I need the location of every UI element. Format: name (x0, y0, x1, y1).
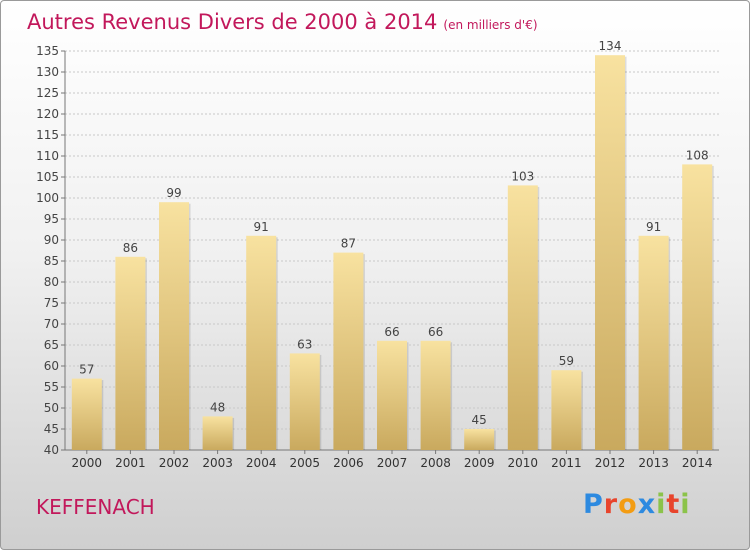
bar (507, 185, 538, 450)
y-tick-label: 80 (44, 275, 59, 289)
chart-title: Autres Revenus Divers de 2000 à 2014 (en … (27, 10, 538, 34)
commune-name: KEFFENACH (36, 495, 155, 519)
bar (246, 235, 277, 450)
data-label: 87 (341, 237, 356, 251)
bar (595, 55, 625, 450)
x-tick-label: 2003 (202, 456, 233, 470)
x-tick-label: 2000 (72, 456, 103, 470)
bar (420, 340, 451, 450)
x-tick-label: 2007 (377, 456, 408, 470)
logo-letter: i (680, 489, 691, 520)
data-label: 99 (166, 186, 181, 200)
logo-letter: t (666, 489, 681, 520)
chart-title-text: Autres Revenus Divers de 2000 à 2014 (27, 10, 438, 34)
data-label: 108 (686, 148, 709, 162)
x-tick-label: 2002 (159, 456, 190, 470)
y-tick-label: 40 (44, 443, 59, 457)
y-tick-label: 135 (36, 44, 59, 58)
x-tick-label: 2010 (508, 456, 539, 470)
bar (638, 235, 669, 450)
y-tick-label: 45 (44, 422, 59, 436)
x-tick-label: 2006 (333, 456, 364, 470)
y-tick-label: 50 (44, 401, 59, 415)
y-tick-label: 125 (36, 86, 59, 100)
data-label: 66 (428, 325, 443, 339)
x-tick-label: 2005 (290, 456, 321, 470)
y-tick-label: 75 (44, 296, 59, 310)
y-tick-label: 105 (36, 170, 59, 184)
data-label: 91 (646, 220, 661, 234)
logo-letter: o (618, 489, 638, 520)
x-tick-label: 2012 (595, 456, 626, 470)
x-tick-label: 2008 (420, 456, 451, 470)
bar (115, 256, 146, 450)
logo-letter: x (637, 489, 657, 520)
data-label: 59 (559, 354, 574, 368)
y-tick-label: 115 (36, 128, 59, 142)
x-tick-label: 2011 (551, 456, 582, 470)
data-label: 66 (384, 325, 399, 339)
bar (71, 378, 102, 450)
bar (377, 340, 407, 450)
y-tick-label: 95 (44, 212, 59, 226)
logo-letter: i (656, 489, 667, 520)
x-tick-label: 2014 (682, 456, 713, 470)
data-label: 57 (79, 363, 94, 377)
x-tick-label: 2001 (115, 456, 146, 470)
y-tick-label: 120 (36, 107, 59, 121)
logo-letter: r (603, 489, 619, 520)
y-tick-label: 100 (36, 191, 59, 205)
data-label: 86 (123, 241, 138, 255)
data-label: 48 (210, 400, 225, 414)
y-tick-label: 85 (44, 254, 59, 268)
y-tick-label: 65 (44, 338, 59, 352)
y-tick-label: 60 (44, 359, 59, 373)
bar (551, 370, 582, 450)
bar (202, 416, 233, 450)
bar (333, 252, 364, 450)
y-tick-label: 110 (36, 149, 59, 163)
y-tick-label: 90 (44, 233, 59, 247)
bar (682, 164, 713, 450)
data-label: 45 (472, 413, 487, 427)
bar (159, 202, 189, 450)
bar (464, 429, 495, 450)
chart-unit: (en milliers d'€) (443, 18, 538, 32)
bar (289, 353, 320, 450)
data-label: 103 (511, 169, 534, 183)
x-tick-label: 2004 (246, 456, 277, 470)
proxiti-logo: Proxiti (583, 489, 691, 520)
data-label: 63 (297, 337, 312, 351)
y-tick-label: 70 (44, 317, 59, 331)
data-label: 134 (599, 39, 622, 53)
y-tick-label: 55 (44, 380, 59, 394)
logo-letter: P (583, 489, 604, 520)
x-tick-label: 2013 (638, 456, 669, 470)
x-tick-label: 2009 (464, 456, 495, 470)
y-tick-label: 130 (36, 65, 59, 79)
data-label: 91 (254, 220, 269, 234)
